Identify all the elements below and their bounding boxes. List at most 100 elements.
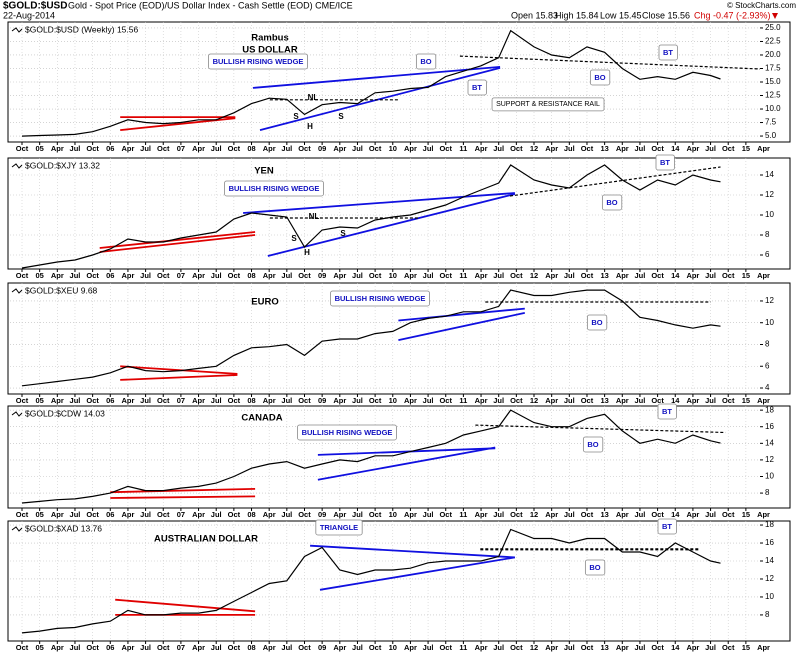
y-tick-label: 6 [765, 250, 770, 259]
y-tick-label: 18 [765, 520, 774, 529]
x-tick-label: Oct [510, 396, 523, 405]
x-tick-label: Jul [140, 643, 151, 652]
annotation: SUPPORT & RESISTANCE RAIL [496, 101, 600, 108]
price-line [21, 164, 721, 269]
x-tick-label: 13 [600, 643, 608, 652]
annotation: Rambus [251, 33, 288, 44]
x-tick-label: Apr [333, 510, 346, 519]
x-tick-label: Apr [404, 271, 417, 280]
x-tick-label: Apr [616, 271, 629, 280]
x-tick-label: Oct [369, 396, 382, 405]
x-tick-label: 07 [177, 144, 185, 153]
annotation: BO [420, 57, 431, 66]
x-tick-label: Apr [404, 643, 417, 652]
quote-change: Chg -0.47 (-2.93%) [694, 10, 771, 20]
x-tick-label: Apr [333, 643, 346, 652]
x-tick-label: Jul [211, 271, 222, 280]
x-tick-label: 05 [35, 643, 43, 652]
x-tick-label: Oct [651, 144, 664, 153]
x-tick-label: 06 [106, 144, 114, 153]
y-tick-label: 18 [765, 405, 774, 414]
x-tick-label: Apr [757, 396, 770, 405]
annotation-box [657, 403, 677, 420]
annotation: US DOLLAR [242, 45, 298, 56]
x-tick-label: 14 [671, 144, 680, 153]
x-tick-label: Jul [281, 510, 292, 519]
annotation: BT [472, 83, 482, 92]
x-tick-label: 08 [247, 271, 255, 280]
x-tick-label: Jul [493, 510, 504, 519]
x-tick-label: Apr [263, 271, 276, 280]
x-tick-label: Apr [263, 510, 276, 519]
annotation-box [586, 314, 608, 331]
x-tick-label: Apr [192, 144, 205, 153]
y-tick-label: 20.0 [765, 50, 781, 59]
x-tick-label: Jul [705, 643, 716, 652]
x-tick-label: Oct [581, 643, 594, 652]
x-tick-label: Apr [333, 396, 346, 405]
x-tick-label: Jul [140, 396, 151, 405]
x-tick-label: 13 [600, 396, 608, 405]
x-tick-label: Oct [86, 144, 99, 153]
x-tick-label: Jul [211, 643, 222, 652]
trendline [99, 231, 256, 249]
x-tick-label: 13 [600, 510, 608, 519]
trendline [459, 55, 761, 70]
x-tick-label: Oct [439, 643, 452, 652]
x-tick-label: Jul [423, 396, 434, 405]
x-tick-label: Apr [121, 396, 134, 405]
x-tick-label: 15 [742, 271, 750, 280]
annotation: CANADA [241, 413, 282, 424]
annotation-box [297, 424, 397, 441]
y-tick-label: 16 [765, 538, 774, 547]
y-tick-label: 17.5 [765, 64, 781, 73]
panel-frame [7, 520, 791, 642]
trendline [398, 307, 525, 322]
x-tick-label: Oct [157, 144, 170, 153]
x-tick-label: Jul [564, 510, 575, 519]
annotation: BULLISH RISING WEDGE [229, 184, 320, 193]
x-tick-label: 11 [459, 271, 467, 280]
x-tick-label: Jul [635, 643, 646, 652]
trendline [319, 556, 516, 591]
x-tick-label: Oct [16, 144, 29, 153]
y-tick-label: 12 [765, 455, 774, 464]
x-tick-label: Apr [121, 144, 134, 153]
annotation-box [208, 53, 308, 70]
y-tick-label: 12.5 [765, 91, 781, 100]
annotation: NL [308, 93, 319, 102]
x-tick-label: Jul [705, 510, 716, 519]
x-tick-label: 14 [671, 510, 680, 519]
symbol: $GOLD:$USD [3, 1, 67, 12]
trendline [310, 544, 515, 559]
x-tick-label: Apr [545, 271, 558, 280]
x-tick-label: 11 [459, 510, 467, 519]
y-tick-label: 25.0 [765, 23, 781, 32]
x-tick-label: 12 [530, 144, 538, 153]
x-tick-label: 06 [106, 271, 114, 280]
annotation-box [657, 518, 677, 535]
x-tick-label: Oct [86, 396, 99, 405]
price-line [21, 29, 721, 137]
x-tick-label: Apr [51, 144, 64, 153]
x-tick-label: 07 [177, 510, 185, 519]
x-tick-label: Oct [581, 396, 594, 405]
x-tick-label: Apr [545, 643, 558, 652]
x-tick-label: 05 [35, 271, 43, 280]
x-tick-label: Apr [616, 144, 629, 153]
x-tick-label: Oct [439, 510, 452, 519]
x-tick-label: Apr [51, 396, 64, 405]
annotation: TRIANGLE [320, 523, 358, 532]
x-tick-label: Jul [70, 643, 81, 652]
x-tick-label: Apr [51, 643, 64, 652]
x-tick-label: Apr [192, 643, 205, 652]
annotation: NL [309, 212, 320, 221]
x-tick-label: Jul [211, 144, 222, 153]
x-tick-label: Jul [352, 396, 363, 405]
y-tick-label: 14 [765, 438, 774, 447]
x-tick-label: Apr [616, 396, 629, 405]
x-tick-label: Apr [51, 510, 64, 519]
x-tick-label: Apr [333, 271, 346, 280]
x-tick-label: Oct [722, 396, 735, 405]
x-tick-label: 10 [389, 396, 397, 405]
